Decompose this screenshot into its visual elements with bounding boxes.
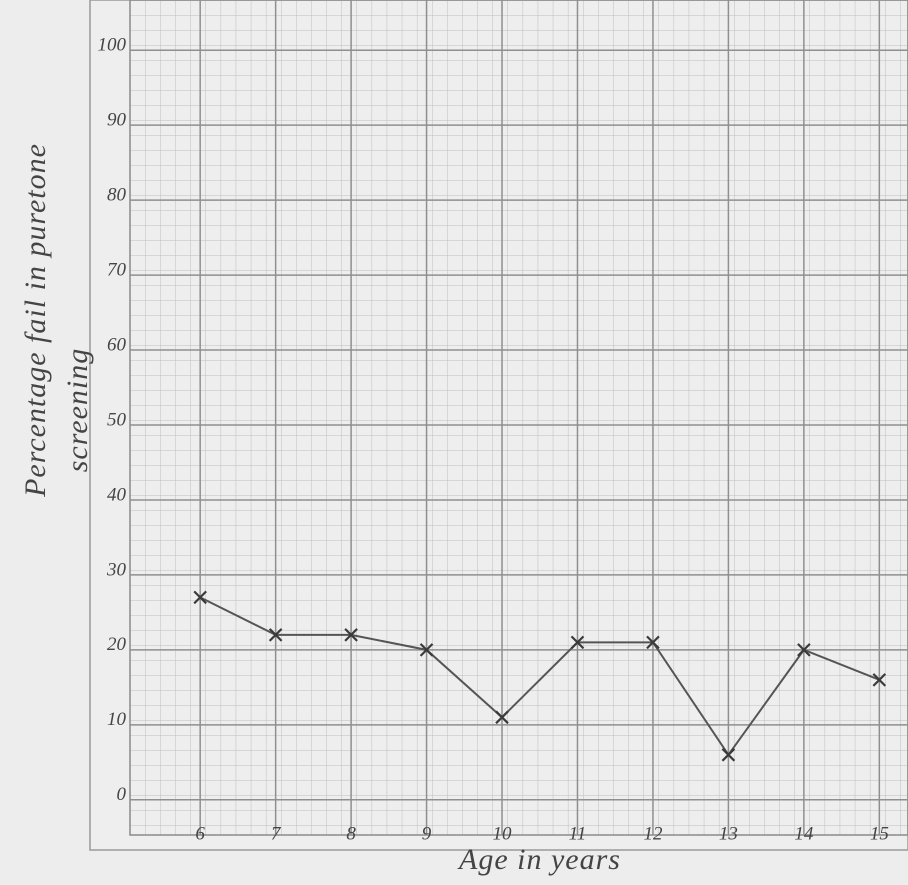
marker <box>193 590 207 605</box>
x-tick-label: 9 <box>422 823 432 844</box>
y-axis-title-2: screening <box>61 348 94 473</box>
marker <box>570 635 585 650</box>
x-tick-label: 10 <box>493 823 513 844</box>
y-tick-label: 10 <box>107 709 127 730</box>
y-tick-label: 0 <box>117 784 127 805</box>
x-tick-label: 7 <box>271 823 282 844</box>
x-tick-label: 11 <box>569 823 587 844</box>
y-tick-label: 80 <box>107 184 127 205</box>
x-axis-title: Age in years <box>457 843 621 876</box>
x-tick-label: 12 <box>643 823 663 844</box>
marker <box>268 628 283 642</box>
x-tick-label: 14 <box>794 823 814 844</box>
marker <box>872 673 887 687</box>
marker <box>495 710 509 725</box>
marker <box>419 643 434 657</box>
marker <box>797 643 811 657</box>
y-tick-label: 100 <box>98 35 127 56</box>
x-tick-label: 8 <box>346 823 356 844</box>
y-tick-label: 30 <box>106 559 127 580</box>
y-tick-label: 50 <box>107 409 127 430</box>
marker <box>721 748 736 762</box>
x-tick-label: 13 <box>719 823 738 844</box>
marker <box>344 628 358 642</box>
marker <box>646 635 660 650</box>
line <box>199 596 880 757</box>
x-tick-label: 15 <box>870 823 889 844</box>
grid-paper <box>129 0 908 836</box>
y-tick-label: 20 <box>107 634 127 655</box>
x-tick-label: 6 <box>195 823 205 844</box>
y-tick-label: 60 <box>107 334 127 355</box>
y-tick-label: 90 <box>107 110 127 131</box>
y-axis-title: Percentage fail in puretone <box>19 143 52 498</box>
y-tick-label: 40 <box>107 484 127 505</box>
y-tick-label: 70 <box>107 259 127 280</box>
